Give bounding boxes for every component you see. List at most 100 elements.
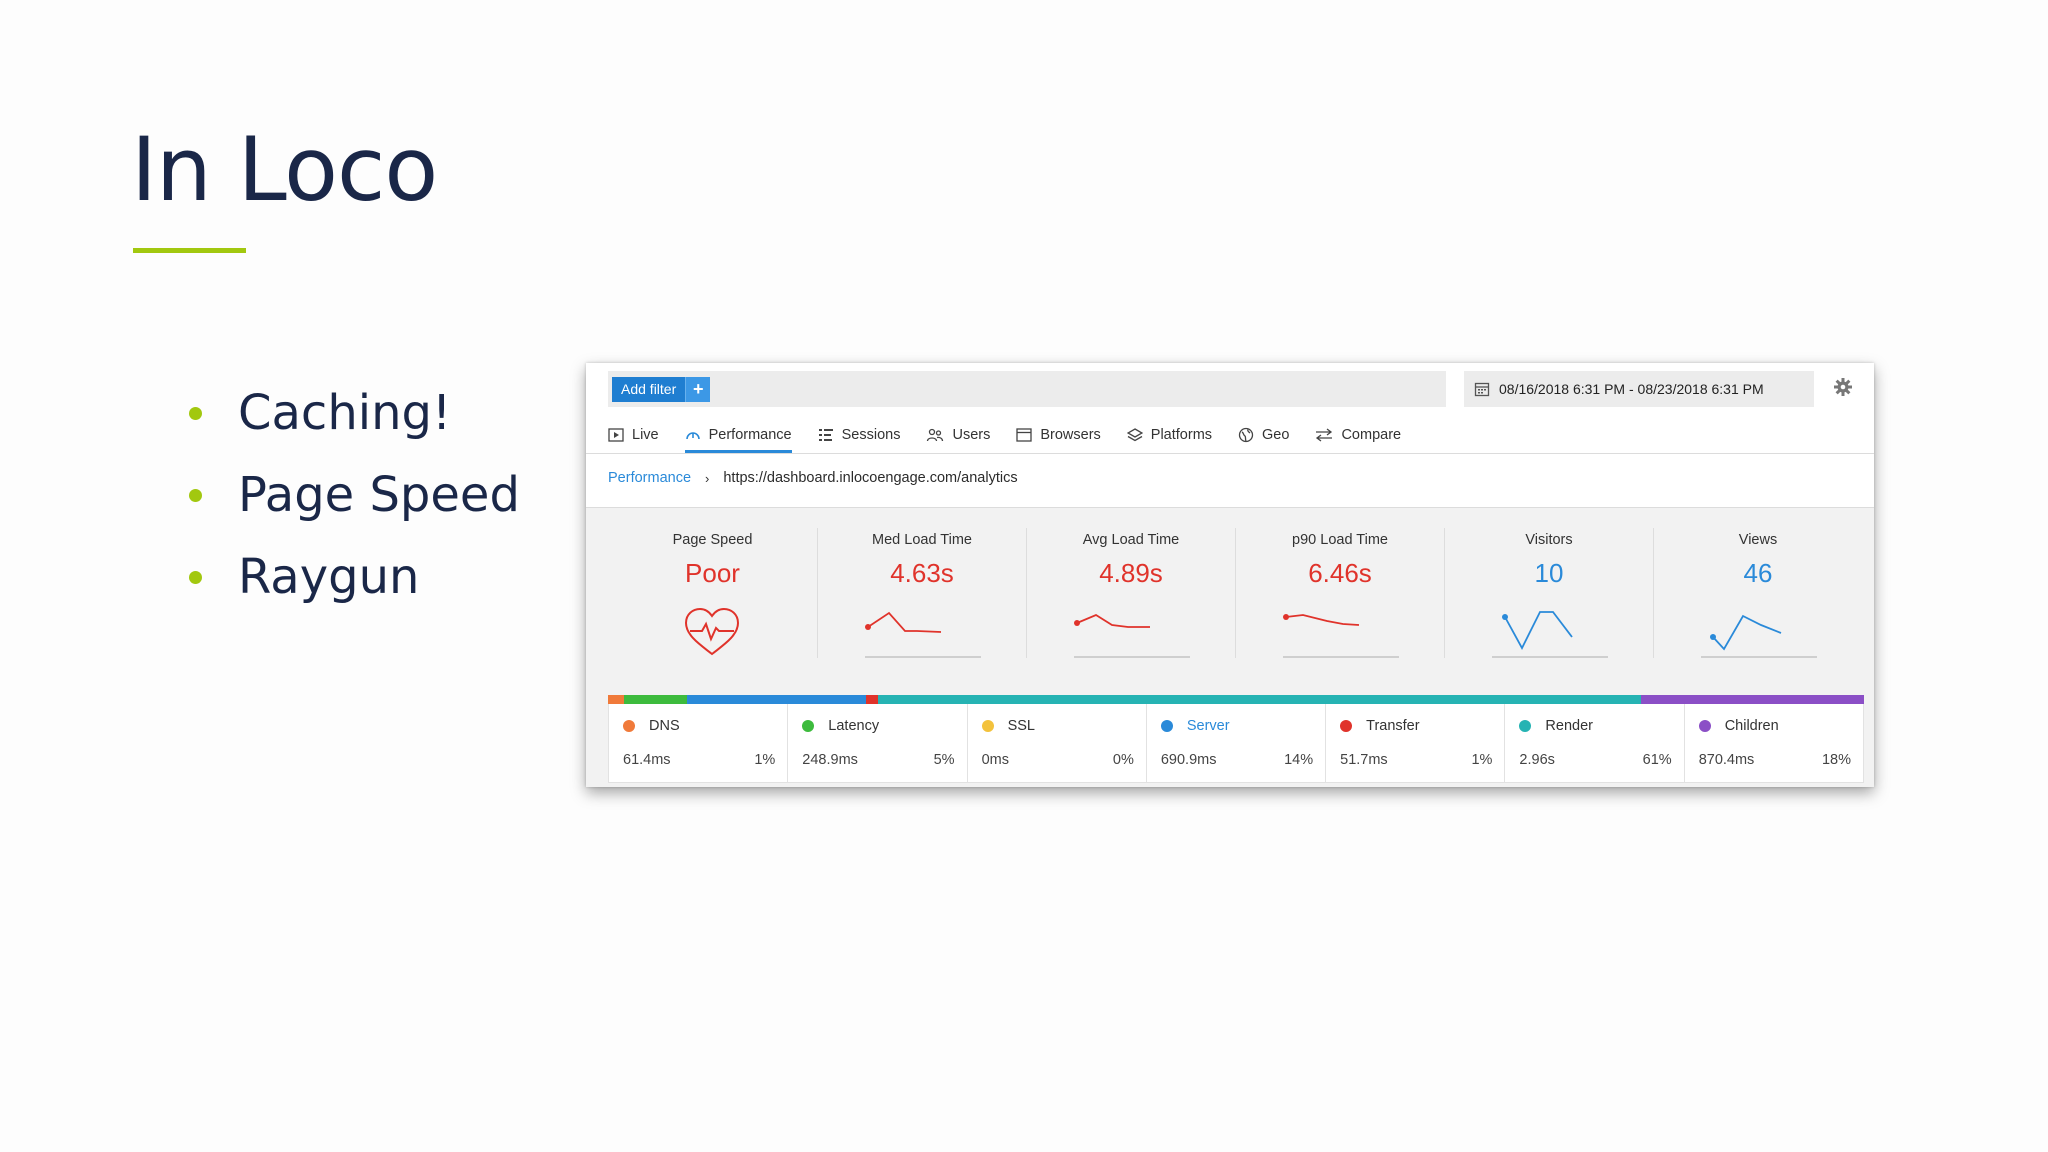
segment-time: 690.9ms bbox=[1160, 752, 1217, 768]
sparkline-med-load-time bbox=[865, 611, 981, 658]
latency-dot-icon bbox=[802, 720, 815, 732]
segment-name: Latency bbox=[828, 718, 880, 734]
tab-live[interactable]: Live bbox=[608, 419, 659, 451]
layers-icon bbox=[1126, 428, 1143, 442]
segment-ssl[interactable]: SSL 0ms 0% bbox=[966, 704, 1146, 782]
metric-value: 6.46s bbox=[1308, 558, 1372, 588]
metric-label: Page Speed bbox=[672, 532, 753, 548]
bar-segment-children bbox=[1641, 695, 1864, 704]
metric-p90-load-time[interactable]: p90 Load Time 6.46s bbox=[1235, 528, 1444, 658]
segment-name: Transfer bbox=[1366, 718, 1420, 734]
sparkline-p90-load-time bbox=[1283, 614, 1399, 658]
tab-label: Browsers bbox=[1040, 427, 1101, 443]
metric-value: 4.63s bbox=[890, 558, 954, 588]
bullet-text: Caching! bbox=[238, 385, 452, 441]
title-underline bbox=[133, 248, 246, 253]
metric-visitors[interactable]: Visitors 10 bbox=[1444, 528, 1653, 658]
segment-time: 61.4ms bbox=[623, 752, 671, 768]
date-range-text: 08/16/2018 6:31 PM - 08/23/2018 6:31 PM bbox=[1499, 381, 1764, 397]
segment-time: 248.9ms bbox=[802, 752, 858, 768]
metric-page-speed[interactable]: Page Speed Poor bbox=[608, 528, 817, 658]
tab-users[interactable]: Users bbox=[926, 419, 990, 451]
segment-percent: 5% bbox=[933, 752, 955, 768]
segment-time: 51.7ms bbox=[1340, 752, 1388, 768]
sparkline-visitors bbox=[1492, 611, 1608, 658]
segment-dns[interactable]: DNS 61.4ms 1% bbox=[609, 704, 787, 782]
tab-label: Geo bbox=[1262, 427, 1290, 443]
sparkline-views bbox=[1701, 614, 1817, 658]
segment-name: SSL bbox=[1007, 718, 1035, 734]
bar-segment-server bbox=[687, 695, 866, 704]
segment-percent: 1% bbox=[1471, 752, 1493, 768]
tab-label: Performance bbox=[708, 427, 792, 443]
children-dot-icon bbox=[1698, 720, 1711, 732]
metric-value: 46 bbox=[1743, 558, 1773, 588]
bullet-text: Page Speed bbox=[238, 467, 520, 523]
segment-time: 870.4ms bbox=[1698, 752, 1755, 768]
ssl-dot-icon bbox=[981, 720, 994, 732]
metric-avg-load-time[interactable]: Avg Load Time 4.89s bbox=[1026, 528, 1235, 658]
metric-value: 10 bbox=[1534, 558, 1564, 588]
metric-views[interactable]: Views 46 bbox=[1653, 528, 1862, 658]
segment-time: 2.96s bbox=[1519, 752, 1555, 768]
heart-rate-icon bbox=[684, 607, 740, 656]
segment-percent: 61% bbox=[1642, 752, 1672, 768]
compare-icon bbox=[1316, 428, 1333, 442]
play-icon bbox=[608, 428, 624, 442]
render-dot-icon bbox=[1519, 720, 1532, 732]
segment-render[interactable]: Render 2.96s 61% bbox=[1504, 704, 1683, 782]
date-range-picker[interactable]: 08/16/2018 6:31 PM - 08/23/2018 6:31 PM bbox=[1464, 371, 1814, 407]
metric-label: Med Load Time bbox=[872, 532, 972, 548]
server-dot-icon bbox=[1160, 720, 1173, 732]
bullet-text: Raygun bbox=[238, 549, 420, 605]
bullet-item: Caching! bbox=[186, 372, 520, 454]
segment-transfer[interactable]: Transfer 51.7ms 1% bbox=[1325, 704, 1504, 782]
segment-name: Children bbox=[1724, 718, 1779, 734]
tab-sessions[interactable]: Sessions bbox=[818, 419, 901, 451]
segment-time: 0ms bbox=[981, 752, 1009, 768]
segment-latency[interactable]: Latency 248.9ms 5% bbox=[787, 704, 966, 782]
bar-segment-render bbox=[878, 695, 1641, 704]
tabs-divider bbox=[586, 453, 1874, 454]
bar-segment-transfer bbox=[866, 695, 878, 704]
browser-icon bbox=[1016, 428, 1032, 442]
bullet-dot-icon bbox=[189, 488, 202, 502]
segment-name: Server bbox=[1186, 718, 1230, 734]
breadcrumb-current-url: https://dashboard.inlocoengage.com/analy… bbox=[723, 470, 1018, 486]
tab-label: Users bbox=[952, 427, 991, 443]
add-filter-button[interactable]: Add filter + bbox=[612, 377, 711, 402]
segment-server[interactable]: Server 690.9ms 14% bbox=[1145, 704, 1325, 782]
tab-geo[interactable]: Geo bbox=[1238, 419, 1289, 451]
calendar-icon bbox=[1474, 382, 1490, 397]
tab-browsers[interactable]: Browsers bbox=[1016, 419, 1101, 451]
tab-compare[interactable]: Compare bbox=[1315, 419, 1401, 451]
add-filter-label: Add filter bbox=[612, 377, 686, 402]
plus-icon: + bbox=[685, 377, 711, 402]
bullet-dot-icon bbox=[189, 406, 202, 420]
dashboard-screenshot: Add filter + 08/16/2018 6:31 PM - 08/23/… bbox=[586, 363, 1874, 787]
bullet-list: Caching! Page Speed Raygun bbox=[186, 372, 520, 618]
metric-med-load-time[interactable]: Med Load Time 4.63s bbox=[817, 528, 1026, 658]
metric-label: Visitors bbox=[1525, 532, 1573, 548]
tab-platforms[interactable]: Platforms bbox=[1126, 419, 1213, 451]
users-icon bbox=[927, 428, 944, 442]
metric-label: Avg Load Time bbox=[1082, 532, 1180, 548]
metric-label: Views bbox=[1738, 532, 1778, 548]
slide-title: In Loco bbox=[131, 118, 438, 221]
chevron-right-icon: › bbox=[705, 470, 710, 486]
tab-performance[interactable]: Performance bbox=[684, 419, 792, 453]
bar-segment-dns bbox=[608, 695, 624, 704]
segment-percent: 18% bbox=[1821, 752, 1851, 768]
dns-dot-icon bbox=[623, 720, 635, 732]
gear-icon[interactable] bbox=[1833, 377, 1853, 397]
breadcrumb-link-performance[interactable]: Performance bbox=[608, 470, 692, 486]
breadcrumb: Performance › https://dashboard.inlocoen… bbox=[608, 470, 1018, 486]
timing-breakdown-bar bbox=[608, 695, 1864, 704]
gauge-icon bbox=[685, 432, 700, 440]
filter-bar[interactable]: Add filter + bbox=[608, 371, 1446, 407]
tab-label: Platforms bbox=[1150, 427, 1213, 443]
nav-tabs: Live Performance Sessions Users Browsers… bbox=[608, 419, 1427, 453]
tab-label: Sessions bbox=[841, 427, 901, 443]
bar-segment-latency bbox=[624, 695, 687, 704]
segment-children[interactable]: Children 870.4ms 18% bbox=[1683, 704, 1863, 782]
